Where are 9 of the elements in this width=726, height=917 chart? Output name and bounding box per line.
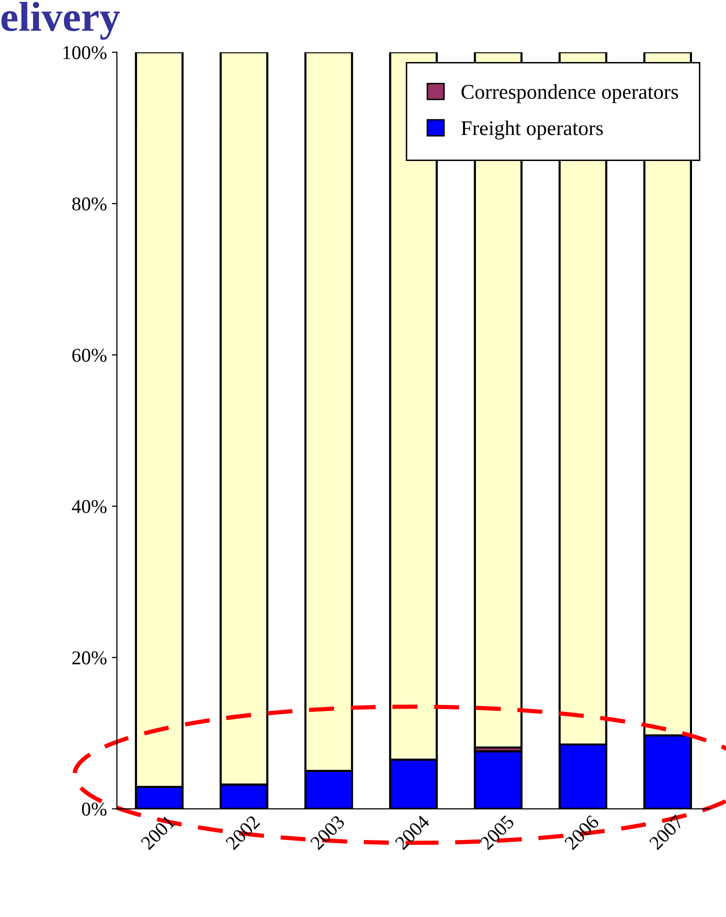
y-tick-label: 40% xyxy=(72,500,106,514)
legend-label: Correspondence operators xyxy=(462,84,678,104)
y-tick-label: 60% xyxy=(72,348,106,362)
y-tick-label: 20% xyxy=(72,651,106,664)
chart-title: elivery xyxy=(1,2,120,40)
legend-label: Freight operators xyxy=(461,120,603,140)
y-tick-label: 100% xyxy=(64,46,106,60)
y-tick-label: 0% xyxy=(82,802,106,816)
y-tick-label: 80% xyxy=(72,197,106,211)
